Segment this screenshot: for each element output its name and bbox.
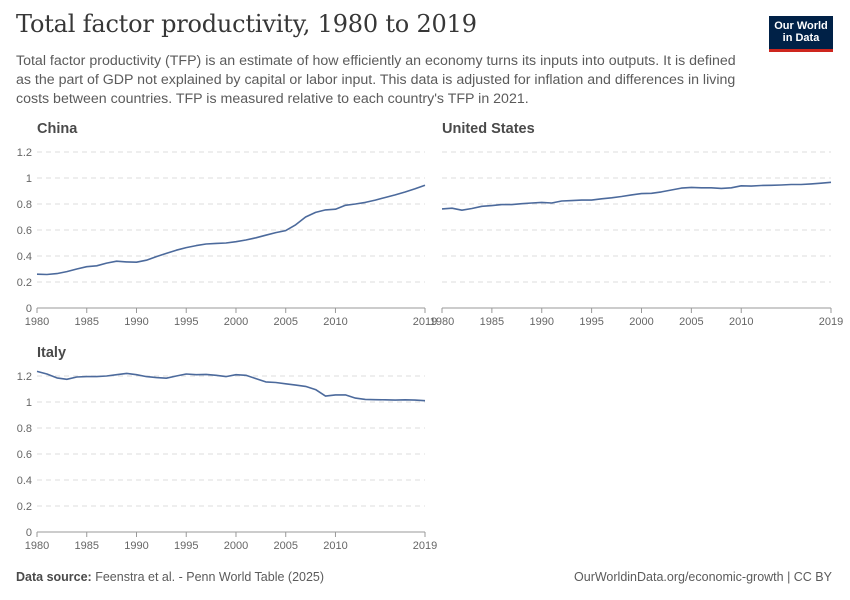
data-source: Data source: Feenstra et al. - Penn Worl… [16, 570, 324, 584]
y-tick-label-china: 0 [26, 303, 32, 315]
x-tick-label-united-states: 2000 [629, 316, 653, 328]
y-tick-label-italy: 0.4 [17, 475, 32, 487]
y-tick-label-china: 0.2 [17, 277, 32, 289]
x-tick-label-china: 2019 [413, 316, 437, 328]
x-tick-label-united-states: 2005 [679, 316, 703, 328]
y-tick-label-china: 0.8 [17, 199, 32, 211]
y-tick-label-italy: 0.8 [17, 423, 32, 435]
series-line-united-states [441, 181, 832, 211]
y-tick-label-italy: 0 [26, 527, 32, 539]
owid-logo[interactable]: Our World in Data [769, 16, 833, 52]
x-tick-label-italy: 2019 [413, 540, 437, 552]
x-tick-label-china: 1985 [75, 316, 99, 328]
panel-title-united-states: United States [442, 121, 535, 137]
x-tick-label-united-states: 1990 [530, 316, 554, 328]
x-tick-label-italy: 1995 [174, 540, 198, 552]
y-tick-label-china: 1 [26, 173, 32, 185]
x-tick-label-china: 2005 [273, 316, 297, 328]
y-tick-label-italy: 0.6 [17, 449, 32, 461]
y-tick-label-china: 1.2 [17, 147, 32, 159]
x-tick-label-china: 1990 [124, 316, 148, 328]
x-tick-label-italy: 2000 [224, 540, 248, 552]
x-tick-label-united-states: 1980 [430, 316, 454, 328]
x-tick-label-china: 2010 [323, 316, 347, 328]
x-tick-label-italy: 2005 [273, 540, 297, 552]
x-tick-label-china: 1980 [25, 316, 49, 328]
data-source-text: Feenstra et al. - Penn World Table (2025… [95, 570, 325, 584]
panel-title-italy: Italy [37, 345, 66, 361]
x-tick-label-united-states: 2010 [729, 316, 753, 328]
logo-line-2: in Data [782, 32, 820, 44]
x-tick-label-italy: 1990 [124, 540, 148, 552]
chart-title: Total factor productivity, 1980 to 2019 [16, 10, 477, 38]
x-tick-label-united-states: 1985 [480, 316, 504, 328]
y-tick-label-italy: 1 [26, 397, 32, 409]
series-line-italy [36, 370, 426, 402]
x-tick-label-italy: 1985 [75, 540, 99, 552]
chart-subtitle: Total factor productivity (TFP) is an es… [16, 53, 736, 107]
x-tick-label-china: 2000 [224, 316, 248, 328]
panel-title-china: China [37, 121, 78, 137]
x-tick-label-united-states: 2019 [819, 316, 843, 328]
x-tick-label-united-states: 1995 [579, 316, 603, 328]
logo-line-1: Our World [774, 20, 828, 32]
x-tick-label-italy: 1980 [25, 540, 49, 552]
x-tick-label-china: 1995 [174, 316, 198, 328]
data-source-label: Data source: [16, 570, 92, 584]
y-tick-label-italy: 1.2 [17, 371, 32, 383]
y-tick-label-china: 0.4 [17, 251, 32, 263]
y-tick-label-italy: 0.2 [17, 501, 32, 513]
y-tick-label-china: 0.6 [17, 225, 32, 237]
x-tick-label-italy: 2010 [323, 540, 347, 552]
footer-attribution[interactable]: OurWorldinData.org/economic-growth | CC … [574, 570, 832, 584]
series-line-china [36, 184, 426, 276]
